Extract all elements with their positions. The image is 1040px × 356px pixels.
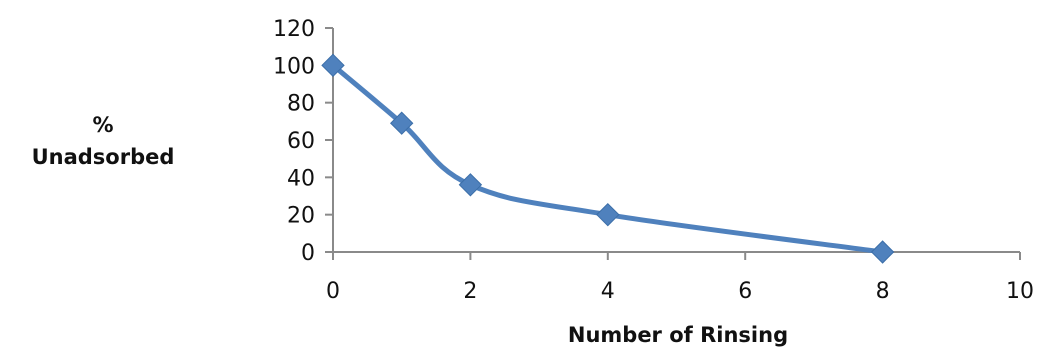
data-point-marker — [596, 202, 620, 227]
y-tick-label: 120 — [273, 17, 315, 42]
x-tick-label: 8 — [876, 279, 890, 304]
data-point-marker — [389, 111, 414, 135]
y-tick-label: 20 — [287, 204, 315, 229]
y-axis-title-line1: % — [92, 113, 113, 137]
data-point-marker — [870, 240, 895, 264]
x-tick-label: 4 — [601, 279, 615, 304]
plot-area — [332, 28, 1020, 253]
data-series — [321, 53, 895, 264]
y-tick-label: 100 — [273, 54, 315, 79]
x-tick-label: 2 — [463, 279, 477, 304]
y-axis-title-line2: Unadsorbed — [32, 145, 175, 169]
data-point-marker — [458, 173, 483, 197]
series-line — [330, 62, 886, 255]
x-tick-label: 10 — [1006, 279, 1034, 304]
x-axis: 0 2 4 6 8 10 — [326, 252, 1034, 304]
x-axis-title: Number of Rinsing — [568, 323, 788, 347]
y-axis: 0 20 40 60 80 100 120 — [273, 17, 333, 266]
y-tick-label: 80 — [287, 92, 315, 117]
x-tick-label: 0 — [326, 279, 340, 304]
y-tick-label: 0 — [301, 241, 315, 266]
y-tick-label: 60 — [287, 129, 315, 154]
x-tick-label: 6 — [738, 279, 752, 304]
y-tick-label: 40 — [287, 166, 315, 191]
data-point-marker — [321, 53, 345, 78]
